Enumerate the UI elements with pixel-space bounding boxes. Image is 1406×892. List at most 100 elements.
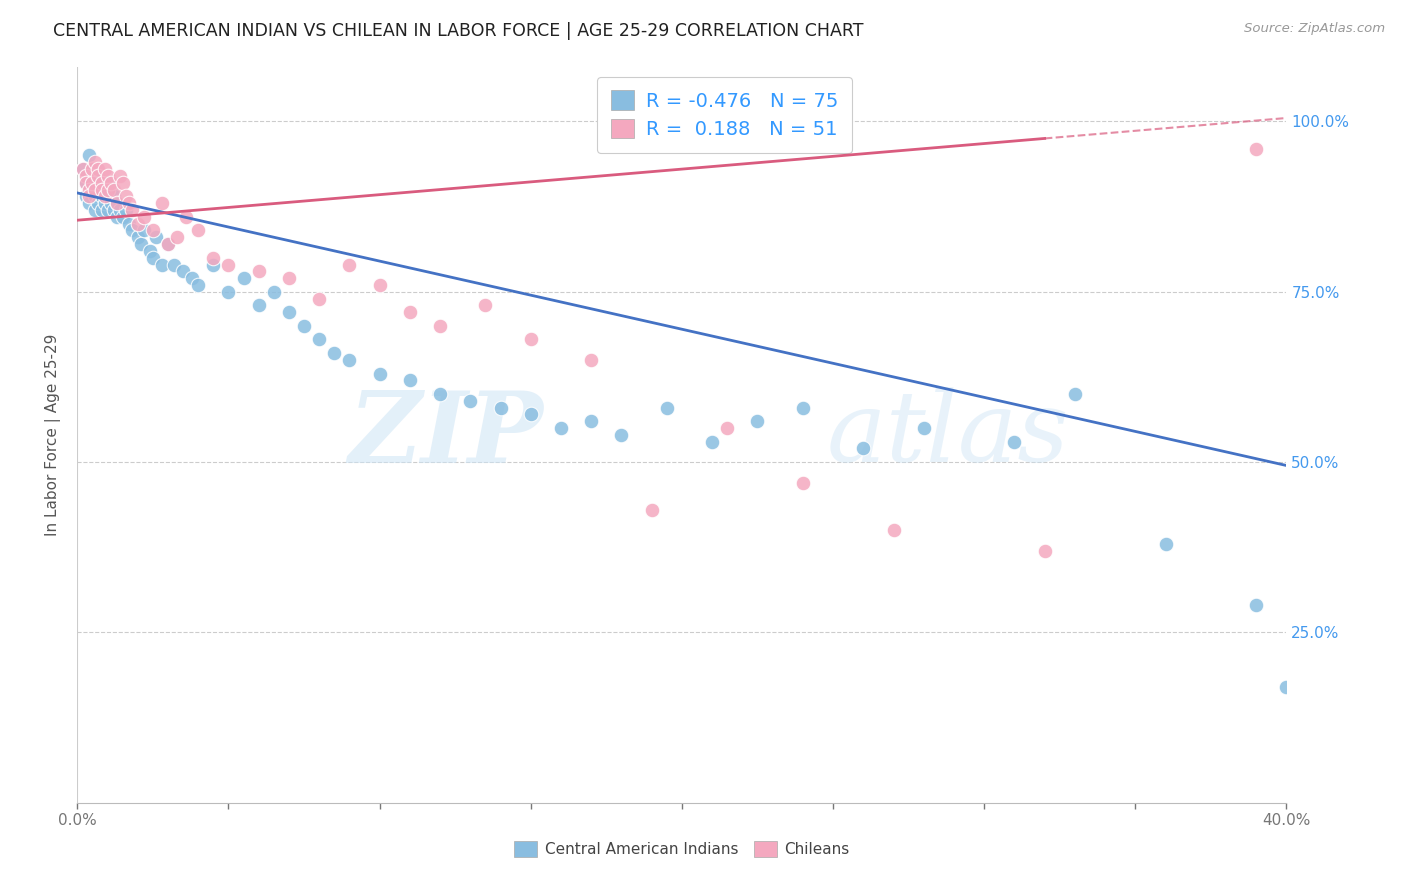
Point [187, 277, 209, 292]
Point [399, 373, 422, 387]
Point [105, 196, 128, 211]
Point [105, 196, 128, 211]
Point [641, 503, 664, 517]
Point [489, 401, 512, 415]
Point [883, 523, 905, 537]
Point [79, 148, 101, 162]
Point [172, 264, 194, 278]
Point [202, 251, 225, 265]
Text: CENTRAL AMERICAN INDIAN VS CHILEAN IN LABOR FORCE | AGE 25-29 CORRELATION CHART: CENTRAL AMERICAN INDIAN VS CHILEAN IN LA… [53, 22, 863, 40]
Point [93, 189, 115, 203]
Point [87, 169, 110, 183]
Point [87, 183, 110, 197]
Point [157, 237, 180, 252]
Point [278, 271, 301, 285]
Point [79, 189, 101, 203]
Point [308, 333, 330, 347]
Point [82, 169, 104, 183]
Point [84, 202, 107, 217]
Point [75, 176, 97, 190]
Y-axis label: In Labor Force | Age 25-29: In Labor Force | Age 25-29 [45, 334, 62, 536]
Point [79, 196, 101, 211]
Point [96, 183, 118, 197]
Point [93, 196, 115, 211]
Point [90, 202, 112, 217]
Point [520, 333, 543, 347]
Point [218, 258, 240, 272]
Point [90, 176, 112, 190]
Point [150, 258, 173, 272]
Text: ZIP: ZIP [347, 386, 543, 483]
Point [118, 196, 141, 211]
Point [520, 408, 543, 422]
Point [103, 183, 125, 197]
Point [75, 189, 97, 203]
Point [1154, 537, 1177, 551]
Point [139, 244, 162, 258]
Point [127, 217, 149, 231]
Point [202, 258, 225, 272]
Point [75, 169, 97, 183]
Point [87, 162, 110, 177]
Point [79, 183, 101, 197]
Point [247, 264, 270, 278]
Point [337, 352, 360, 367]
Point [87, 196, 110, 211]
Text: atlas: atlas [827, 387, 1070, 483]
Point [1033, 543, 1056, 558]
Point [747, 414, 769, 428]
Point [610, 427, 633, 442]
Point [1246, 598, 1268, 612]
Point [114, 202, 136, 217]
Point [323, 346, 346, 360]
Point [368, 367, 391, 381]
Point [82, 183, 104, 197]
Point [82, 176, 104, 190]
Point [458, 393, 481, 408]
Point [127, 230, 149, 244]
Point [142, 223, 165, 237]
Point [118, 217, 141, 231]
Point [100, 176, 122, 190]
Point [96, 176, 118, 190]
Point [1275, 680, 1298, 694]
Point [292, 318, 315, 333]
Point [93, 183, 115, 197]
Point [145, 230, 167, 244]
Point [93, 162, 115, 177]
Point [100, 196, 122, 211]
Point [121, 223, 143, 237]
Point [232, 271, 254, 285]
Point [121, 202, 143, 217]
Point [218, 285, 240, 299]
Point [792, 475, 814, 490]
Point [87, 169, 110, 183]
Point [103, 189, 125, 203]
Point [84, 189, 107, 203]
Point [103, 202, 125, 217]
Point [82, 162, 104, 177]
Point [96, 189, 118, 203]
Point [90, 176, 112, 190]
Point [111, 176, 134, 190]
Point [181, 271, 204, 285]
Point [82, 162, 104, 177]
Point [84, 183, 107, 197]
Point [100, 183, 122, 197]
Point [174, 210, 197, 224]
Point [84, 155, 107, 169]
Point [399, 305, 422, 319]
Point [150, 196, 173, 211]
Point [72, 162, 94, 177]
Point [1246, 142, 1268, 156]
Point [1064, 387, 1087, 401]
Point [278, 305, 301, 319]
Point [72, 162, 94, 177]
Point [157, 237, 180, 252]
Point [368, 277, 391, 292]
Legend: Central American Indians, Chileans: Central American Indians, Chileans [506, 834, 858, 865]
Point [187, 223, 209, 237]
Point [263, 285, 285, 299]
Point [129, 237, 152, 252]
Point [166, 230, 188, 244]
